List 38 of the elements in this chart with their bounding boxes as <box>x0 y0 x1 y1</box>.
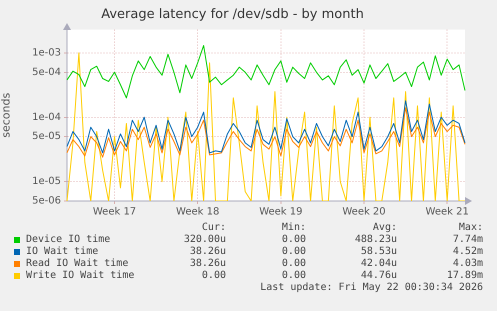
text: Max: <box>458 222 483 234</box>
text: Last update: Fri May 22 00:30:34 2026 <box>260 282 483 294</box>
text: 0.00 <box>282 258 306 270</box>
legend-label: Read IO Wait time <box>26 258 128 270</box>
text: 38.26u <box>190 258 226 270</box>
text: 4.52m <box>452 246 483 258</box>
text: 58.53u <box>360 246 397 258</box>
legend-label: Write IO Wait time <box>26 270 134 282</box>
legend-label: IO Wait time <box>26 246 98 258</box>
text: Avg: <box>372 222 397 234</box>
text: 17.89m <box>446 270 483 282</box>
text: 320.00u <box>184 234 226 246</box>
y-axis-title: seconds <box>0 92 12 138</box>
y-tick-label: 5e-05 <box>32 131 61 142</box>
text: 488.23u <box>354 234 397 246</box>
text: 42.04u <box>360 258 397 270</box>
text: 38.26u <box>190 246 226 258</box>
x-tick-label: Week 17 <box>92 206 136 218</box>
y-tick-label: 1e-04 <box>32 112 61 123</box>
x-tick-label: Week 18 <box>176 206 220 218</box>
text: 0.00 <box>282 234 306 246</box>
chart-title: Average latency for /dev/sdb - by month <box>101 7 364 22</box>
text: 0.00 <box>282 246 306 258</box>
legend-label: Device IO time <box>26 234 110 246</box>
text: 0.00 <box>282 270 306 282</box>
x-tick-label: Week 21 <box>426 206 469 218</box>
y-tick-label: 5e-04 <box>32 66 61 78</box>
text: 44.76u <box>360 270 397 282</box>
y-tick-label: 1e-03 <box>32 47 61 58</box>
text: 0.00 <box>202 270 226 282</box>
text: 7.74m <box>452 234 483 246</box>
text: 4.03m <box>452 258 483 270</box>
x-tick-label: Week 19 <box>259 206 303 218</box>
y-tick-label: 5e-06 <box>32 196 61 207</box>
y-tick-label: 1e-05 <box>32 176 61 188</box>
text: Min: <box>282 222 306 234</box>
x-tick-label: Week 20 <box>342 206 386 218</box>
text: Cur: <box>202 222 226 234</box>
